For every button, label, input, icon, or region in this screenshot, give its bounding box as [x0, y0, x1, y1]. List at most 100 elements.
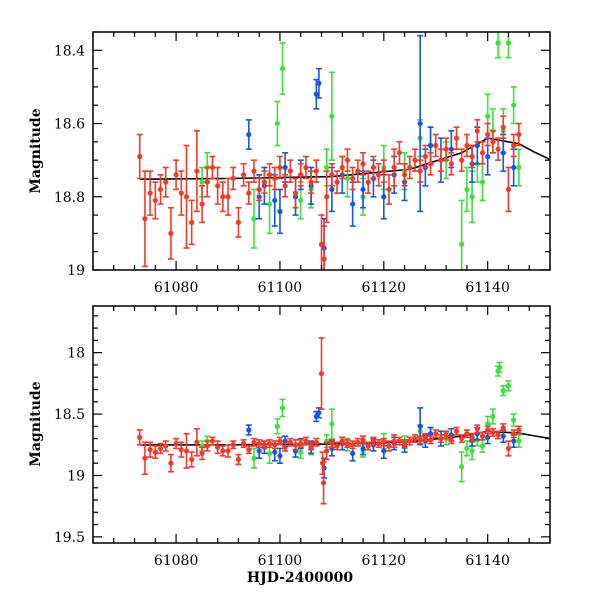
series-blue [245, 34, 517, 270]
data-point-red [453, 426, 460, 436]
data-point-red [204, 440, 211, 452]
marker [157, 445, 164, 452]
marker [422, 434, 428, 440]
data-point-red [339, 155, 346, 180]
data-point-red [256, 439, 263, 449]
data-point-green [505, 380, 512, 392]
marker [251, 216, 257, 222]
data-point-red [484, 425, 491, 435]
marker [386, 186, 392, 193]
data-point-red [354, 159, 361, 183]
marker [163, 179, 169, 185]
data-point-red [422, 144, 429, 169]
marker [282, 438, 288, 444]
marker [287, 439, 293, 445]
data-point-red [437, 148, 444, 172]
data-point-red [271, 166, 278, 191]
marker [329, 421, 335, 427]
data-point-red [417, 435, 424, 445]
data-point-red [370, 436, 377, 446]
marker [355, 168, 361, 174]
marker [360, 161, 366, 167]
data-point-green [496, 361, 503, 374]
marker [137, 434, 143, 440]
marker [298, 197, 304, 204]
marker [370, 164, 377, 171]
marker [453, 428, 460, 434]
marker [417, 423, 423, 429]
data-point-green [250, 188, 257, 249]
data-point-red [209, 155, 216, 180]
data-point-red [386, 440, 393, 452]
marker [163, 443, 169, 449]
marker [313, 439, 319, 445]
marker [303, 164, 309, 171]
marker [360, 186, 366, 193]
data-point-red [313, 159, 320, 183]
x-tick-label: 61140 [465, 280, 510, 296]
data-point-green [495, 32, 502, 59]
marker [448, 161, 454, 167]
marker [401, 172, 408, 178]
data-point-red [321, 225, 328, 270]
data-point-red [193, 130, 200, 213]
marker [427, 161, 434, 167]
y-tick-label: 19 [67, 468, 85, 484]
marker [511, 142, 517, 149]
data-point-red [173, 159, 180, 191]
data-point-red [162, 440, 169, 452]
data-point-red [199, 446, 206, 461]
data-point-red [276, 436, 283, 446]
marker [137, 153, 143, 160]
marker [464, 186, 470, 193]
data-point-red [469, 432, 476, 442]
data-point-blue [360, 441, 367, 456]
marker [433, 431, 439, 437]
marker [505, 445, 512, 452]
data-point-red [147, 441, 154, 458]
data-point-red [489, 427, 496, 437]
data-point-red [240, 439, 247, 449]
data-point-red [250, 159, 257, 183]
data-point-red [323, 441, 330, 461]
marker [251, 168, 257, 174]
marker [474, 128, 480, 134]
data-point-red [396, 141, 403, 165]
data-point-green [463, 166, 470, 213]
data-point-red [469, 144, 476, 169]
data-point-red [245, 445, 252, 455]
data-point-green [515, 148, 522, 187]
marker [391, 438, 397, 444]
data-point-red [302, 155, 309, 180]
data-point-red [219, 181, 226, 213]
marker [511, 438, 517, 444]
marker [178, 190, 184, 196]
series-green [199, 361, 522, 483]
marker [438, 157, 444, 163]
marker [433, 142, 439, 149]
marker [246, 427, 252, 433]
marker [225, 194, 231, 200]
data-point-blue [417, 34, 424, 213]
data-point-red [230, 166, 237, 191]
data-point-red [510, 133, 517, 158]
marker [376, 440, 382, 447]
x-tick-label: 61080 [154, 553, 199, 569]
marker [329, 172, 335, 178]
bottom-panel: 61080 61100 61120 61140 18 18.5 19 19.5 Magnitu… [28, 305, 551, 586]
data-point-red [136, 133, 143, 180]
marker [417, 120, 423, 127]
marker [500, 388, 506, 394]
data-point-red [141, 170, 148, 268]
data-point-blue [313, 78, 320, 110]
data-point-red [240, 163, 247, 187]
data-point-red [339, 436, 346, 446]
marker [282, 444, 288, 450]
marker [235, 456, 242, 463]
marker [194, 168, 200, 174]
data-point-red [282, 442, 289, 452]
marker [220, 194, 226, 200]
marker [318, 370, 325, 377]
marker [376, 172, 382, 178]
